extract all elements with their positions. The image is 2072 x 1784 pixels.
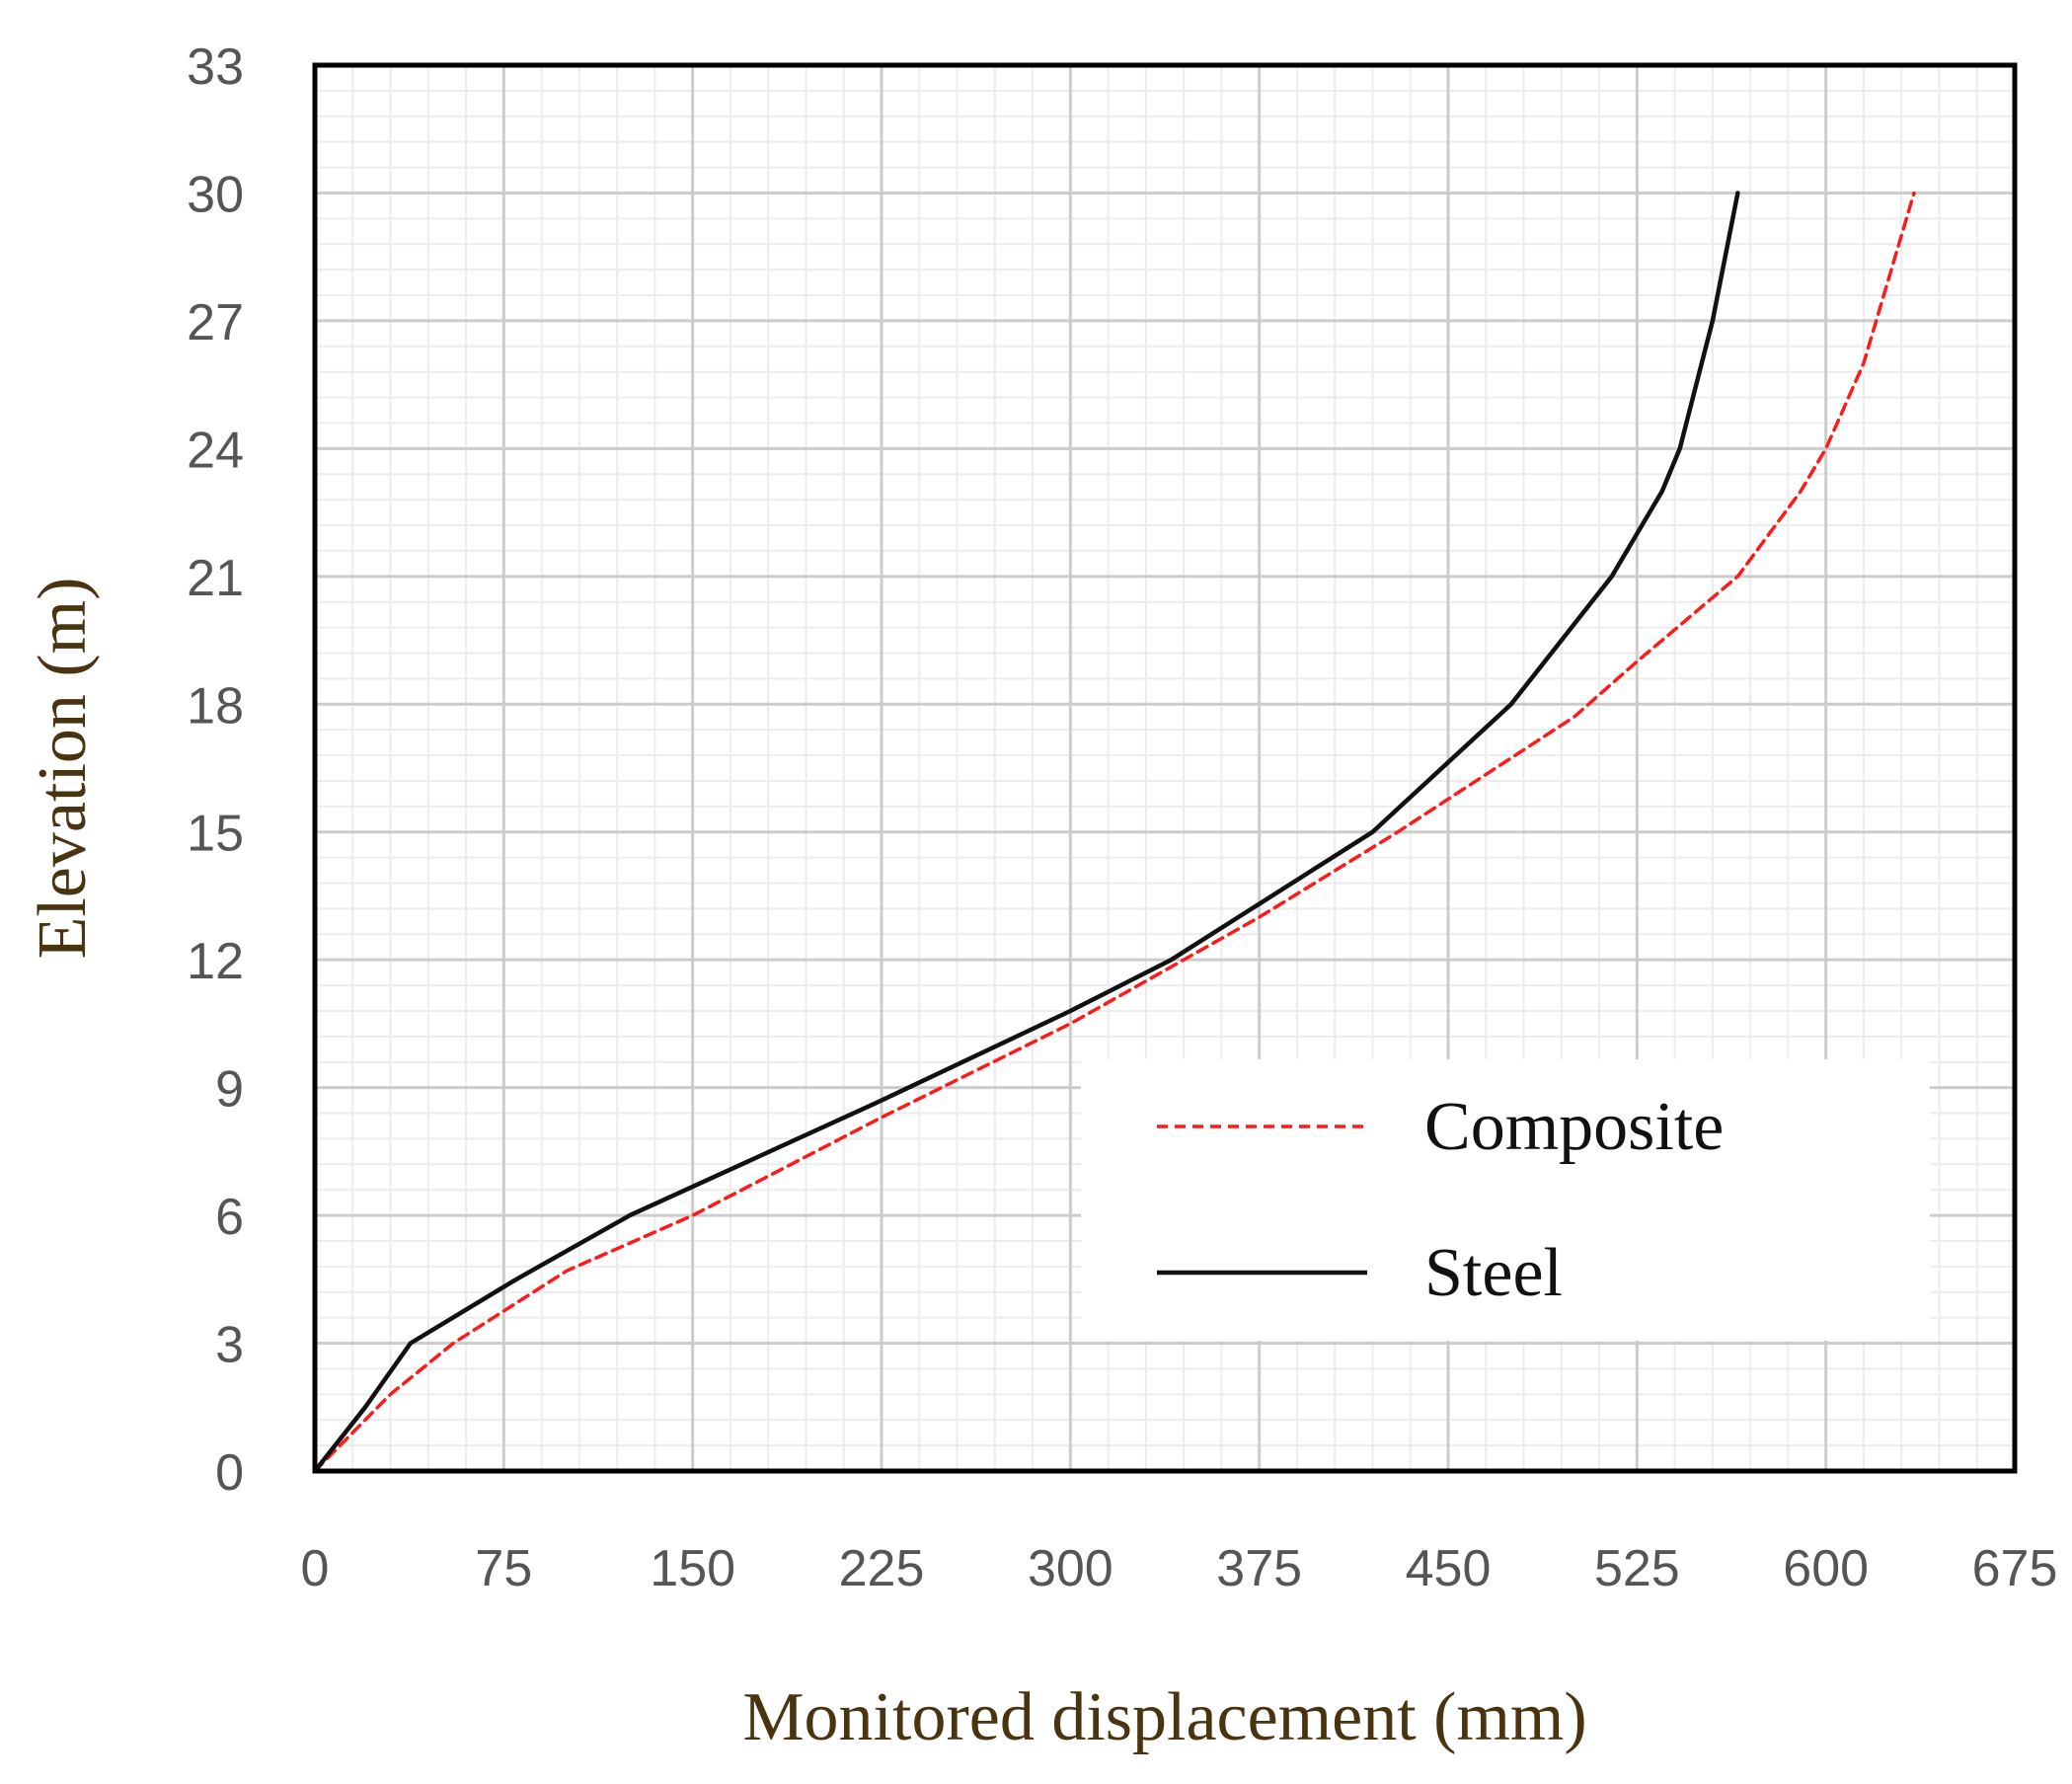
y-axis-ticks: 0 3 6 9 12 15 18 21 24 27 30 33 [187, 39, 244, 1502]
x-axis-title: Monitored displacement (mm) [742, 1679, 1586, 1755]
x-tick-label: 450 [1406, 1540, 1492, 1597]
y-tick-label: 30 [187, 166, 244, 223]
x-tick-label: 375 [1216, 1540, 1302, 1597]
y-tick-label: 27 [187, 294, 244, 351]
y-tick-label: 3 [215, 1317, 244, 1374]
y-tick-label: 0 [215, 1444, 244, 1502]
x-axis-ticks: 0 75 150 225 300 375 450 525 600 675 [301, 1540, 2058, 1597]
x-tick-label: 225 [839, 1540, 925, 1597]
y-axis-title: Elevation (m) [25, 578, 101, 960]
y-tick-label: 6 [215, 1189, 244, 1246]
x-tick-label: 75 [475, 1540, 532, 1597]
x-tick-label: 300 [1028, 1540, 1113, 1597]
x-tick-label: 675 [1972, 1540, 2058, 1597]
y-tick-label: 24 [187, 422, 244, 479]
y-tick-label: 12 [187, 933, 244, 990]
legend: Composite Steel [1081, 1059, 1930, 1341]
legend-label-steel: Steel [1424, 1235, 1563, 1311]
legend-box [1081, 1059, 1930, 1341]
series-line-steel [312, 191, 1740, 1474]
y-tick-label: 18 [187, 677, 244, 735]
y-tick-label: 15 [187, 806, 244, 863]
x-tick-label: 150 [650, 1540, 735, 1597]
legend-label-composite: Composite [1424, 1089, 1724, 1165]
series-line-composite [313, 191, 1916, 1473]
series-lines [312, 191, 1916, 1474]
x-tick-label: 600 [1783, 1540, 1869, 1597]
x-tick-label: 525 [1594, 1540, 1680, 1597]
y-tick-label: 21 [187, 550, 244, 607]
y-tick-label: 33 [187, 39, 244, 96]
plot-frame [312, 62, 2018, 1474]
y-tick-label: 9 [215, 1061, 244, 1119]
x-tick-label: 0 [301, 1540, 330, 1597]
